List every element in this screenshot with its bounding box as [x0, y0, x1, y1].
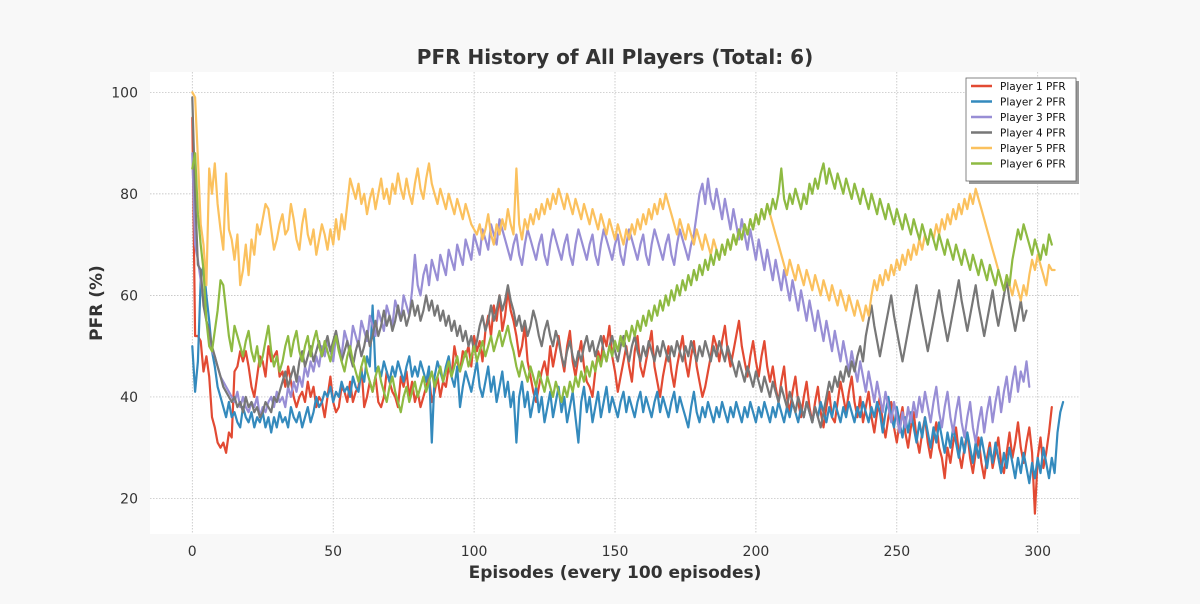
series-line-player-5: [191, 91, 1056, 322]
x-tick-label: 150: [602, 544, 629, 560]
y-tick-label: 80: [120, 187, 138, 203]
legend-entry-player-2: Player 2 PFR: [1000, 97, 1066, 109]
y-axis-label: PFR (%): [87, 265, 107, 341]
legend-entry-player-6: Player 6 PFR: [1000, 159, 1066, 171]
legend-entry-player-5: Player 5 PFR: [1000, 143, 1066, 155]
chart-title: PFR History of All Players (Total: 6): [417, 45, 813, 69]
y-tick-label: 60: [120, 288, 138, 304]
legend-entry-player-4: Player 4 PFR: [1000, 128, 1066, 140]
y-tick-label: 100: [111, 85, 138, 101]
x-axis-label: Episodes (every 100 episodes): [469, 563, 762, 583]
series-lines: [191, 91, 1065, 515]
x-tick-label: 100: [461, 544, 488, 560]
tick-labels: 0 50 100 150 200 250 300 20 40 60 80 100: [111, 85, 1051, 560]
x-tick-label: 0: [188, 544, 197, 560]
y-tick-label: 40: [120, 390, 138, 406]
x-tick-label: 250: [883, 544, 910, 560]
series-line-player-2: [191, 263, 1065, 485]
x-tick-label: 300: [1024, 544, 1051, 560]
series-line-player-1: [191, 116, 1053, 515]
legend-entry-player-3: Player 3 PFR: [1000, 112, 1066, 124]
series-line-player-6: [191, 152, 1053, 414]
y-tick-label: 20: [120, 491, 138, 507]
legend-box: [965, 77, 1077, 182]
x-tick-label: 200: [743, 544, 770, 560]
x-tick-label: 50: [324, 544, 342, 560]
legend-entry-player-1: Player 1 PFR: [1000, 81, 1066, 93]
legend: Player 1 PFR Player 2 PFR Player 3 PFR Play…: [965, 77, 1079, 184]
